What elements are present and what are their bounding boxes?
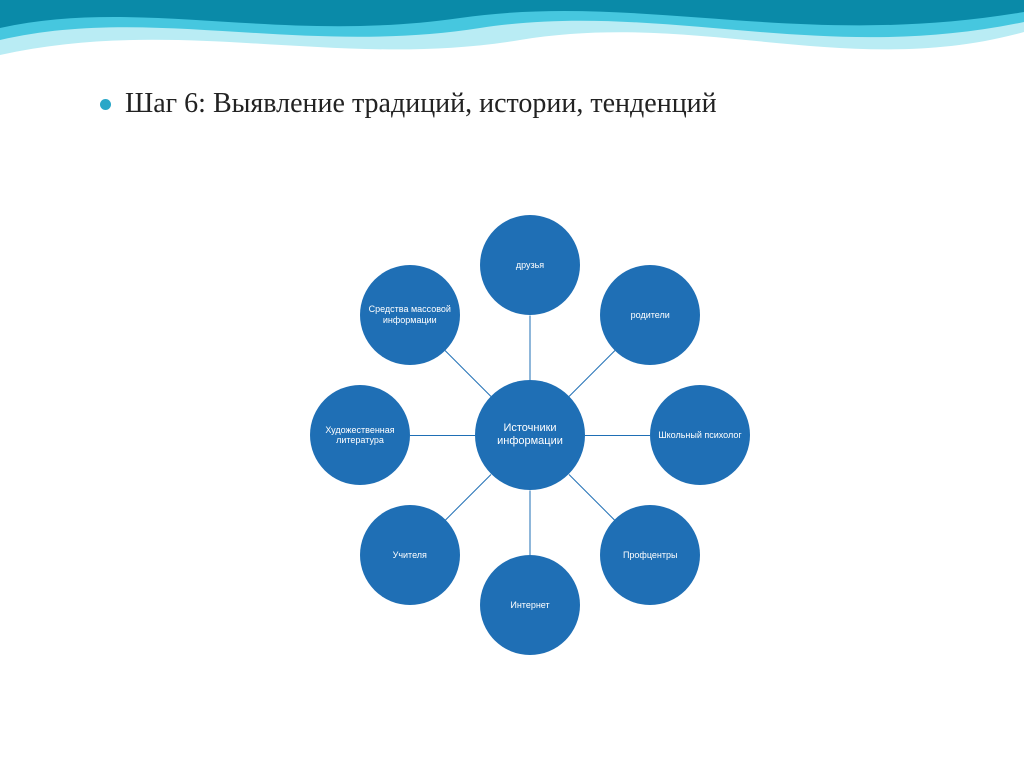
diagram-node-label: Интернет <box>486 600 574 610</box>
diagram-node-label: Школьный психолог <box>656 430 744 440</box>
diagram-outer-node: Школьный психолог <box>650 385 750 485</box>
diagram-outer-node: Средства массовой информации <box>360 265 460 365</box>
diagram-node-label: друзья <box>486 260 574 270</box>
diagram-edge <box>445 474 492 521</box>
wave-layer-3 <box>0 0 1024 28</box>
diagram-outer-node: Художественная литература <box>310 385 410 485</box>
diagram-node-label: Художественная литература <box>316 425 404 446</box>
diagram-edge <box>569 474 616 521</box>
wave-layer-2 <box>0 0 1024 40</box>
diagram-edge <box>530 491 531 556</box>
diagram-node-label: Профцентры <box>606 550 694 560</box>
diagram-outer-node: родители <box>600 265 700 365</box>
diagram-node-label: Учителя <box>366 550 454 560</box>
slide-title-row: Шаг 6: Выявление традиций, истории, тенд… <box>100 88 717 120</box>
diagram-outer-node: Профцентры <box>600 505 700 605</box>
header-wave-decor <box>0 0 1024 90</box>
diagram-outer-node: Интернет <box>480 555 580 655</box>
diagram-center-label: Источники информации <box>481 422 579 447</box>
slide-title: Шаг 6: Выявление традиций, истории, тенд… <box>125 88 717 120</box>
diagram-edge <box>569 350 616 397</box>
slide: Шаг 6: Выявление традиций, истории, тенд… <box>0 0 1024 767</box>
diagram-center-node: Источники информации <box>475 380 585 490</box>
diagram-node-label: Средства массовой информации <box>366 304 454 325</box>
wave-layer-1 <box>0 0 1024 55</box>
diagram-outer-node: друзья <box>480 215 580 315</box>
diagram-node-label: родители <box>606 310 694 320</box>
diagram-edge <box>445 350 492 397</box>
diagram-edge <box>530 316 531 381</box>
title-bullet-icon <box>100 99 111 110</box>
diagram-outer-node: Учителя <box>360 505 460 605</box>
diagram-edge <box>585 435 650 436</box>
diagram-edge <box>410 435 475 436</box>
